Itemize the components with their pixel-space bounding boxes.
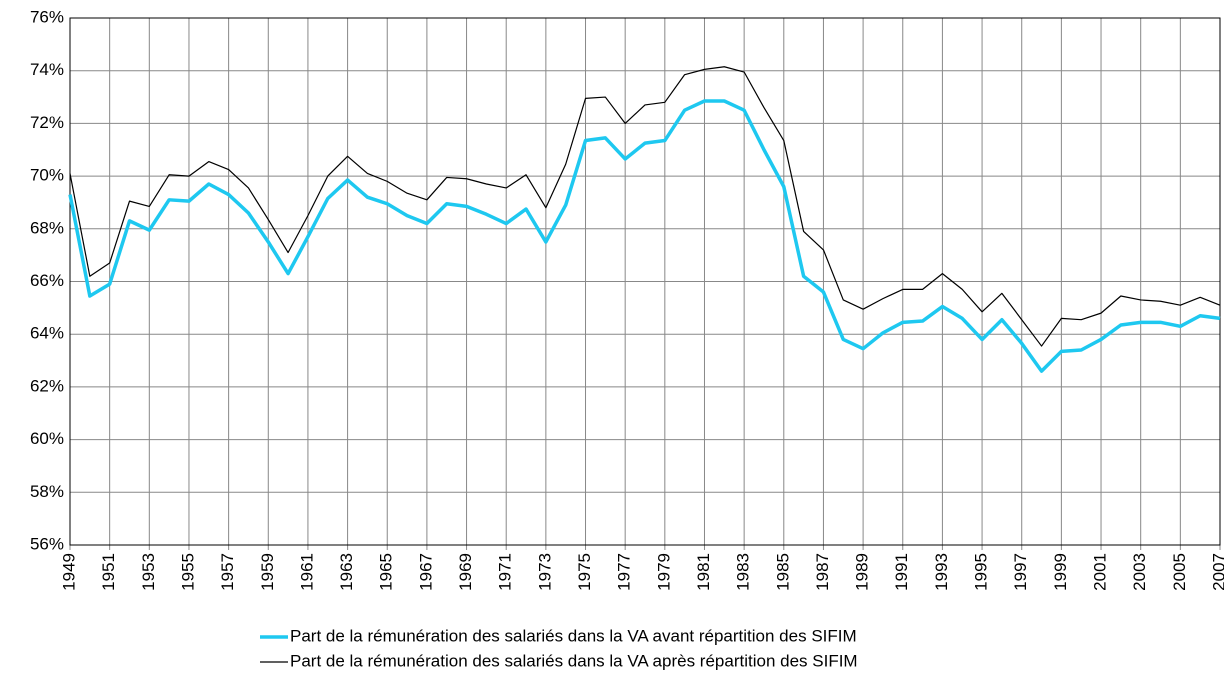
x-tick-label: 2001 xyxy=(1091,553,1110,591)
x-tick-label: 1989 xyxy=(853,553,872,591)
x-tick-label: 1963 xyxy=(337,553,356,591)
x-tick-label: 1949 xyxy=(59,553,78,591)
x-tick-label: 2007 xyxy=(1209,553,1224,591)
x-tick-label: 1991 xyxy=(892,553,911,591)
x-tick-label: 1957 xyxy=(218,553,237,591)
y-tick-label: 56% xyxy=(30,534,64,553)
x-tick-label: 1995 xyxy=(972,553,991,591)
y-tick-label: 76% xyxy=(30,7,64,26)
plot-border xyxy=(69,17,1221,546)
y-tick-label: 60% xyxy=(30,429,64,448)
x-tick-label: 1973 xyxy=(535,553,554,591)
x-tick-label: 1965 xyxy=(377,553,396,591)
x-tick-label: 1997 xyxy=(1011,553,1030,591)
y-tick-label: 72% xyxy=(30,113,64,132)
x-tick-label: 2003 xyxy=(1130,553,1149,591)
x-tick-label: 1993 xyxy=(932,553,951,591)
x-tick-label: 1981 xyxy=(694,553,713,591)
x-tick-label: 1983 xyxy=(734,553,753,591)
x-tick-label: 1975 xyxy=(575,553,594,591)
y-tick-label: 68% xyxy=(30,218,64,237)
x-tick-label: 1999 xyxy=(1051,553,1070,591)
x-tick-label: 1977 xyxy=(615,553,634,591)
x-tick-label: 1959 xyxy=(258,553,277,591)
legend-label: Part de la rémunération des salariés dan… xyxy=(290,626,857,645)
legend-label: Part de la rémunération des salariés dan… xyxy=(290,651,858,670)
y-tick-label: 58% xyxy=(30,482,64,501)
x-tick-label: 1955 xyxy=(178,553,197,591)
x-tick-label: 1967 xyxy=(416,553,435,591)
y-tick-label: 66% xyxy=(30,271,64,290)
x-tick-label: 1971 xyxy=(496,553,515,591)
series-line xyxy=(69,66,1221,347)
y-tick-label: 70% xyxy=(30,166,64,185)
x-tick-label: 2005 xyxy=(1170,553,1189,591)
x-tick-label: 1969 xyxy=(456,553,475,591)
series-line xyxy=(68,99,1221,373)
y-tick-label: 74% xyxy=(30,60,64,79)
y-tick-label: 64% xyxy=(30,324,64,343)
x-tick-label: 1953 xyxy=(139,553,158,591)
x-tick-label: 1985 xyxy=(773,553,792,591)
x-tick-label: 1961 xyxy=(297,553,316,591)
x-tick-label: 1951 xyxy=(99,553,118,591)
x-tick-label: 1987 xyxy=(813,553,832,591)
x-tick-label: 1979 xyxy=(654,553,673,591)
y-tick-label: 62% xyxy=(30,376,64,395)
